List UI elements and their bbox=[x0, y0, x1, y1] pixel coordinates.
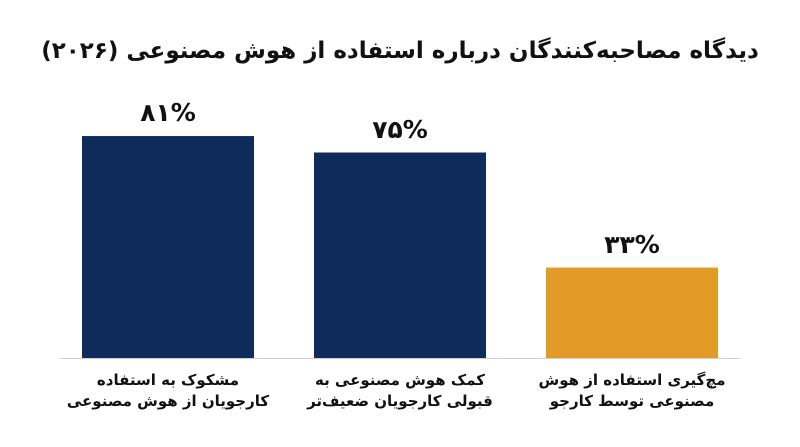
bar bbox=[314, 152, 486, 358]
x-tick-label: کمک هوش مصنوعی به قبولی کارجویان ضعیف‌تر bbox=[307, 371, 493, 410]
value-label: ۷۵% bbox=[372, 114, 428, 144]
bar bbox=[82, 136, 254, 358]
x-tick-label: مچ‌گیری استفاده از هوش مصنوعی توسط کارجو bbox=[538, 371, 726, 410]
bar bbox=[546, 267, 718, 358]
value-label: ۸۱% bbox=[140, 98, 196, 128]
x-tick-label: مشکوک به استفاده کارجویان از هوش مصنوعی bbox=[66, 371, 270, 410]
value-label: ۳۳% bbox=[604, 229, 660, 259]
chart-title: دیدگاه مصاحبه‌کنندگان درباره استفاده از … bbox=[41, 38, 759, 64]
